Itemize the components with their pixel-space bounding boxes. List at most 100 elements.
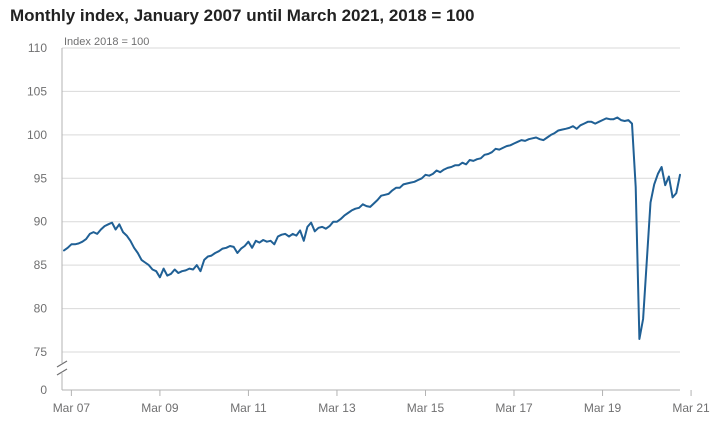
data-point — [299, 229, 301, 231]
data-point — [472, 160, 474, 162]
data-point — [155, 270, 157, 272]
data-point — [480, 157, 482, 159]
data-point — [495, 148, 497, 150]
data-point — [602, 119, 604, 121]
data-point — [343, 215, 345, 217]
data-point — [627, 119, 629, 121]
data-point — [351, 209, 353, 211]
data-point — [524, 140, 526, 142]
data-point — [598, 121, 600, 123]
data-point — [413, 181, 415, 183]
data-point — [491, 151, 493, 153]
y-tick-label: 100 — [27, 128, 47, 142]
data-point — [292, 233, 294, 235]
data-point — [557, 130, 559, 132]
data-point — [284, 233, 286, 235]
data-point — [273, 243, 275, 245]
data-point — [174, 269, 176, 271]
data-point — [247, 241, 249, 243]
data-point — [181, 270, 183, 272]
data-point — [646, 260, 648, 262]
data-point — [432, 173, 434, 175]
data-point — [262, 239, 264, 241]
data-point — [89, 233, 91, 235]
data-point — [336, 221, 338, 223]
data-point — [513, 143, 515, 145]
data-point — [233, 246, 235, 248]
data-point — [664, 184, 666, 186]
data-point — [587, 121, 589, 123]
data-point — [550, 134, 552, 136]
data-point — [281, 234, 283, 236]
x-tick-label: Mar 21 — [672, 401, 710, 415]
data-point — [402, 183, 404, 185]
data-point — [579, 124, 581, 126]
data-point — [583, 123, 585, 125]
data-point — [616, 117, 618, 119]
data-point — [188, 268, 190, 270]
data-point — [255, 240, 257, 242]
data-point — [203, 259, 205, 261]
data-point — [498, 149, 500, 151]
data-point — [347, 212, 349, 214]
data-point — [303, 240, 305, 242]
data-point — [133, 247, 135, 249]
data-point — [436, 170, 438, 172]
axis-break-mark — [56, 368, 68, 376]
data-point — [244, 245, 246, 247]
data-point — [395, 187, 397, 189]
data-point — [576, 128, 578, 130]
data-point — [465, 163, 467, 165]
data-point — [638, 338, 640, 340]
data-point — [554, 132, 556, 134]
series-line — [63, 116, 681, 340]
y-tick-label: 80 — [34, 302, 48, 316]
data-point — [240, 248, 242, 250]
data-point — [487, 153, 489, 155]
data-point — [428, 175, 430, 177]
data-point — [74, 243, 76, 245]
y-tick-label: 105 — [27, 84, 47, 98]
x-tick-label: Mar 09 — [141, 401, 179, 415]
data-point — [129, 240, 131, 242]
data-point — [222, 248, 224, 250]
data-point — [469, 159, 471, 161]
y-tick-label: 90 — [34, 215, 48, 229]
y-tick-label: 0 — [40, 383, 47, 397]
data-point — [277, 236, 279, 238]
data-point — [78, 242, 80, 244]
y-axis: 0 75 80 85 90 95 100 105 110 — [27, 41, 68, 397]
data-point — [266, 241, 268, 243]
data-point — [122, 231, 124, 233]
data-point — [270, 240, 272, 242]
data-point — [635, 186, 637, 188]
data-point — [373, 203, 375, 205]
data-point — [332, 221, 334, 223]
data-point — [159, 276, 161, 278]
data-point — [653, 183, 655, 185]
x-tick-label: Mar 15 — [407, 401, 445, 415]
data-point — [624, 120, 626, 122]
y-tick-label: 95 — [34, 171, 48, 185]
data-point — [458, 164, 460, 166]
data-point — [543, 139, 545, 141]
data-point — [657, 173, 659, 175]
gridlines — [62, 47, 680, 391]
data-point — [391, 189, 393, 191]
data-point — [152, 269, 154, 271]
data-point — [613, 118, 615, 120]
data-point — [384, 194, 386, 196]
data-point — [251, 247, 253, 249]
data-point — [517, 141, 519, 143]
data-point — [111, 222, 113, 224]
data-point — [594, 123, 596, 125]
data-point — [318, 227, 320, 229]
x-tick-label: Mar 07 — [53, 401, 91, 415]
data-point — [410, 182, 412, 184]
data-point — [506, 145, 508, 147]
data-point — [141, 259, 143, 261]
data-point — [572, 125, 574, 127]
data-point — [126, 235, 128, 237]
data-point — [439, 171, 441, 173]
